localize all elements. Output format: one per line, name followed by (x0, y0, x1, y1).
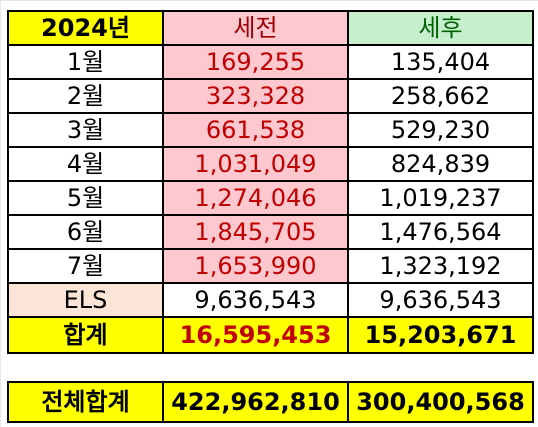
grand-total-table: 전체합계 422,962,810 300,400,568 (7, 381, 534, 423)
posttax-cell[interactable]: 529,230 (347, 112, 534, 148)
header-posttax-cell[interactable]: 세후 (347, 10, 534, 46)
month-cell[interactable]: 7월 (7, 248, 164, 284)
header-year-cell[interactable]: 2024년 (7, 10, 164, 46)
sum-posttax-cell[interactable]: 15,203,671 (347, 316, 534, 354)
pretax-cell[interactable]: 169,255 (162, 44, 349, 80)
sum-pretax-cell[interactable]: 16,595,453 (162, 316, 349, 354)
els-label-cell[interactable]: ELS (7, 282, 164, 318)
sum-label-cell[interactable]: 합계 (7, 316, 164, 354)
pretax-cell[interactable]: 9,636,543 (162, 282, 349, 318)
posttax-cell[interactable]: 1,019,237 (347, 180, 534, 216)
month-cell[interactable]: 3월 (7, 112, 164, 148)
sum-row: 합계 16,595,453 15,203,671 (7, 316, 534, 354)
table-row: 5월 1,274,046 1,019,237 (7, 180, 534, 216)
table-row: 4월 1,031,049 824,839 (7, 146, 534, 182)
grand-total-row: 전체합계 422,962,810 300,400,568 (7, 381, 534, 423)
grand-total-posttax-cell[interactable]: 300,400,568 (347, 381, 534, 423)
pretax-cell[interactable]: 1,274,046 (162, 180, 349, 216)
table-row-els: ELS 9,636,543 9,636,543 (7, 282, 534, 318)
header-row: 2024년 세전 세후 (7, 10, 534, 46)
pretax-cell[interactable]: 1,653,990 (162, 248, 349, 284)
table-row: 1월 169,255 135,404 (7, 44, 534, 80)
grand-total-label-cell[interactable]: 전체합계 (7, 381, 164, 423)
posttax-cell[interactable]: 1,476,564 (347, 214, 534, 250)
posttax-cell[interactable]: 258,662 (347, 78, 534, 114)
posttax-cell[interactable]: 824,839 (347, 146, 534, 182)
posttax-cell[interactable]: 135,404 (347, 44, 534, 80)
table-row: 6월 1,845,705 1,476,564 (7, 214, 534, 250)
posttax-cell[interactable]: 9,636,543 (347, 282, 534, 318)
posttax-cell[interactable]: 1,323,192 (347, 248, 534, 284)
month-cell[interactable]: 5월 (7, 180, 164, 216)
table-row: 7월 1,653,990 1,323,192 (7, 248, 534, 284)
month-cell[interactable]: 4월 (7, 146, 164, 182)
pretax-cell[interactable]: 1,845,705 (162, 214, 349, 250)
grand-total-pretax-cell[interactable]: 422,962,810 (162, 381, 349, 423)
table-row: 3월 661,538 529,230 (7, 112, 534, 148)
month-cell[interactable]: 1월 (7, 44, 164, 80)
month-cell[interactable]: 2월 (7, 78, 164, 114)
salary-table: 2024년 세전 세후 1월 169,255 135,404 2월 323,32… (7, 10, 534, 354)
pretax-cell[interactable]: 1,031,049 (162, 146, 349, 182)
header-pretax-cell[interactable]: 세전 (162, 10, 349, 46)
table-row: 2월 323,328 258,662 (7, 78, 534, 114)
pretax-cell[interactable]: 661,538 (162, 112, 349, 148)
month-cell[interactable]: 6월 (7, 214, 164, 250)
pretax-cell[interactable]: 323,328 (162, 78, 349, 114)
